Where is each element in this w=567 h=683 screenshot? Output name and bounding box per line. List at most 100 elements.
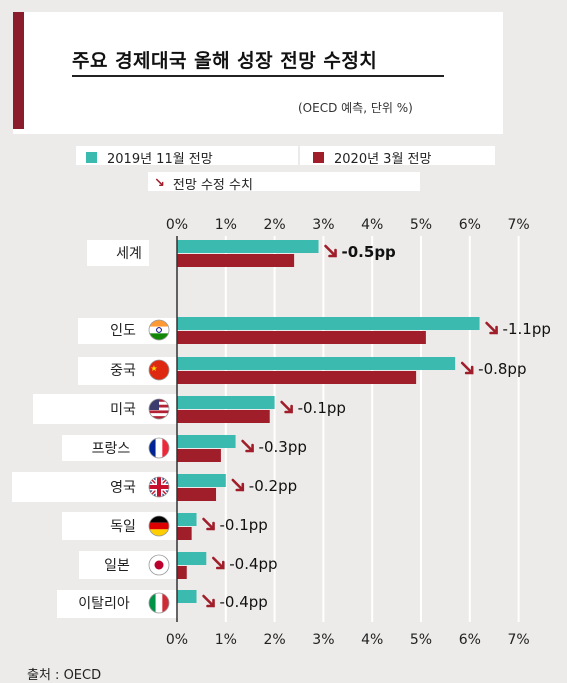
flag-body — [149, 593, 169, 613]
flag-sun — [154, 560, 164, 570]
flag-outline — [148, 359, 170, 381]
revision-label: -0.1pp — [298, 399, 346, 417]
x-tick-label-bottom: 7% — [507, 632, 529, 648]
chart-subtitle: (OECD 예측, 단위 %) — [298, 101, 413, 115]
legend-background-1 — [76, 146, 298, 165]
revision-label: -1.1pp — [503, 320, 551, 338]
flag-stripe — [149, 410, 169, 414]
label-plate-world — [87, 240, 149, 266]
x-tick-label-top: 5% — [410, 217, 432, 233]
x-tick-label-top: 6% — [459, 217, 481, 233]
flag-body — [149, 516, 169, 536]
legend-entry-revision: ↘ 전망 수정 수치 — [154, 174, 253, 193]
legend-entry-mar2020: 2020년 3월 전망 — [313, 148, 431, 167]
flag-italy-icon — [148, 592, 170, 614]
flag-stripe — [155, 438, 163, 458]
flag-germany-icon — [148, 515, 170, 537]
bar-mar2020 — [177, 449, 221, 462]
category-label: 중국 — [110, 363, 136, 379]
flag-outline — [148, 554, 170, 576]
flag-uk-icon — [148, 476, 170, 498]
title-underline — [72, 75, 444, 77]
x-tick-label-bottom: 2% — [263, 632, 285, 648]
revision-label: -0.8pp — [478, 360, 526, 378]
bar-mar2020 — [177, 410, 270, 423]
flag-outline — [148, 319, 170, 341]
title-accent-bar — [13, 12, 24, 129]
flag-star: ★ — [150, 364, 157, 373]
flag-stripe — [149, 593, 156, 613]
x-tick-label-top: 4% — [361, 217, 383, 233]
flag-body — [149, 399, 169, 419]
down-right-arrow-icon — [231, 478, 245, 492]
flag-stripe — [149, 320, 169, 327]
flag-stripe — [149, 516, 169, 523]
flag-wheel — [156, 327, 162, 333]
revision-label: -0.4pp — [220, 593, 268, 611]
bar-mar2020 — [177, 371, 417, 384]
flag-outline — [148, 437, 170, 459]
category-label: 영국 — [110, 480, 136, 496]
chart-title: 주요 경제대국 올해 성장 전망 수정치 — [72, 50, 378, 72]
flag-stripe — [149, 485, 169, 489]
bar-mar2020 — [177, 488, 217, 501]
revision-label: -0.5pp — [342, 243, 397, 261]
bar-nov2019 — [177, 552, 207, 565]
source-note: 출처 : OECD — [27, 668, 102, 683]
bar-mar2020 — [177, 527, 192, 540]
x-tick-label-bottom: 3% — [312, 632, 334, 648]
legend-swatch-nov2019 — [86, 152, 97, 163]
bar-mar2020 — [177, 566, 187, 579]
down-right-arrow-icon: ↘ — [154, 176, 165, 191]
down-right-arrow-icon — [280, 400, 293, 414]
category-label: 일본 — [104, 558, 130, 574]
legend-label-nov2019: 2019년 11월 전망 — [107, 152, 213, 167]
revision-label: -0.3pp — [259, 438, 307, 456]
flag-stripe — [149, 333, 169, 340]
bar-nov2019 — [177, 513, 197, 526]
flag-body: ★ — [149, 360, 169, 380]
x-tick-label-bottom: 5% — [410, 632, 432, 648]
flag-body — [149, 555, 169, 575]
flag-stripe — [149, 399, 159, 410]
flag-stripe — [155, 593, 163, 613]
flag-stripe — [149, 522, 169, 530]
x-tick-label-bottom: 0% — [166, 632, 188, 648]
legend-label-revision: 전망 수정 수치 — [172, 178, 253, 193]
bar-nov2019 — [177, 435, 236, 448]
legend-swatch-mar2020 — [313, 152, 324, 163]
category-label: 이탈리아 — [78, 596, 130, 612]
x-tick-label-top: 2% — [263, 217, 285, 233]
flag-body — [149, 477, 169, 497]
x-tick-label-top: 1% — [215, 217, 237, 233]
flag-stripe — [149, 529, 169, 536]
flag-stripe — [149, 360, 169, 380]
flag-stripe — [149, 326, 169, 334]
bar-mar2020 — [177, 331, 426, 344]
revision-label: -0.1pp — [220, 516, 268, 534]
flag-body — [149, 438, 169, 458]
flag-china-icon: ★ — [148, 359, 170, 381]
category-label: 세계 — [116, 246, 142, 262]
bar-nov2019 — [177, 240, 319, 253]
legend-label-mar2020: 2020년 3월 전망 — [334, 152, 432, 167]
flag-stripe — [162, 438, 169, 458]
x-tick-label-top: 3% — [312, 217, 334, 233]
x-tick-label-top: 7% — [507, 217, 529, 233]
revision-label: -0.2pp — [249, 477, 297, 495]
flag-usa-icon — [148, 398, 170, 420]
down-right-arrow-icon — [202, 517, 215, 531]
legend-background-2 — [300, 146, 495, 165]
flag-outline — [148, 515, 170, 537]
bar-nov2019 — [177, 357, 456, 370]
legend-background-3 — [148, 172, 420, 191]
down-right-arrow-icon — [202, 594, 215, 608]
flag-stripe — [149, 416, 169, 419]
flag-outline — [148, 476, 170, 498]
x-tick-label-bottom: 4% — [361, 632, 383, 648]
flag-stripe — [162, 593, 169, 613]
flag-outline — [148, 398, 170, 420]
title-panel — [13, 12, 503, 134]
flag-stripe — [149, 413, 169, 417]
